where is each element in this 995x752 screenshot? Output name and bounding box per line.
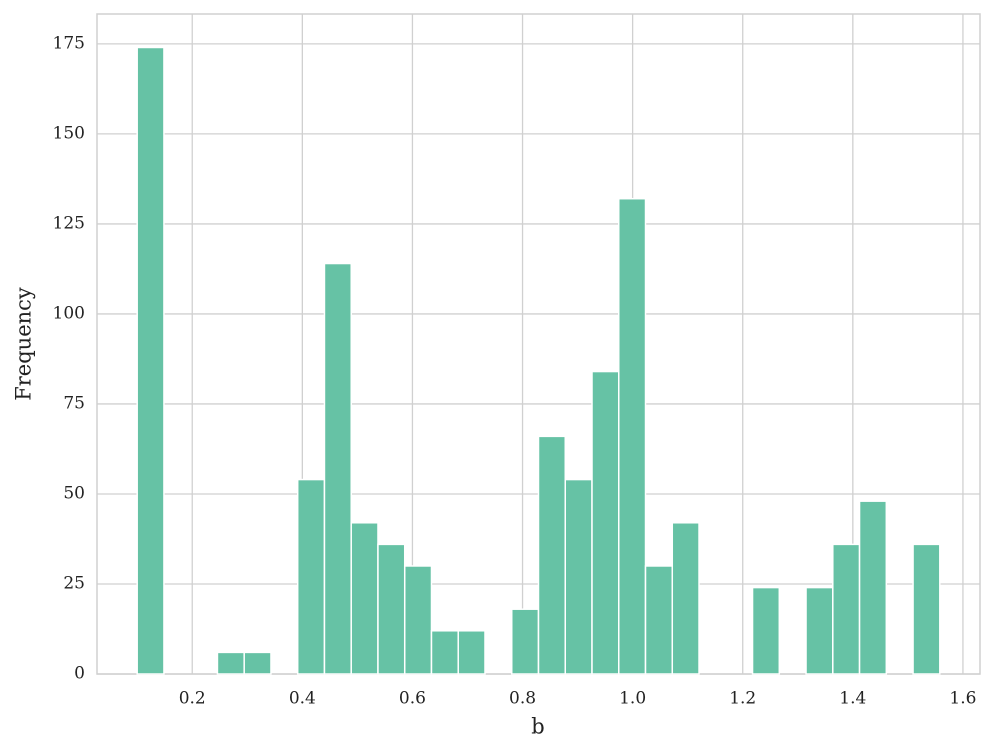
bar bbox=[832, 543, 861, 675]
y-tick-label: 175 bbox=[53, 33, 85, 53]
bar bbox=[296, 478, 326, 675]
bar bbox=[216, 651, 245, 675]
y-tick-label: 25 bbox=[63, 573, 85, 593]
bar bbox=[858, 500, 888, 675]
bar bbox=[377, 543, 406, 675]
bar bbox=[136, 46, 165, 675]
bar bbox=[671, 522, 700, 675]
bar bbox=[564, 478, 593, 675]
bar bbox=[430, 630, 459, 675]
x-tick-label: 1.6 bbox=[949, 689, 976, 709]
bar bbox=[350, 522, 379, 675]
x-tick-label: 1.0 bbox=[619, 689, 646, 709]
bar bbox=[510, 608, 540, 675]
bar bbox=[912, 543, 941, 675]
bar bbox=[618, 197, 647, 675]
x-tick-label: 0.6 bbox=[399, 689, 426, 709]
y-tick-label: 150 bbox=[53, 123, 85, 143]
x-tick-label: 1.2 bbox=[729, 689, 756, 709]
bar bbox=[243, 651, 272, 675]
x-tick-label: 0.4 bbox=[289, 689, 316, 709]
bar bbox=[537, 435, 567, 675]
bar bbox=[751, 586, 781, 675]
x-tick-label: 1.4 bbox=[839, 689, 866, 709]
bar bbox=[644, 565, 674, 675]
bar bbox=[403, 565, 433, 675]
bar bbox=[457, 630, 486, 675]
x-tick-label: 0.8 bbox=[509, 689, 536, 709]
bar bbox=[591, 370, 620, 675]
bar bbox=[323, 262, 352, 675]
y-axis-title: Frequency bbox=[12, 287, 36, 401]
y-tick-label: 50 bbox=[63, 483, 85, 503]
y-tick-label: 0 bbox=[74, 664, 85, 684]
y-tick-label: 75 bbox=[63, 393, 85, 413]
y-tick-label: 100 bbox=[53, 303, 85, 323]
bar bbox=[805, 586, 834, 675]
x-axis-title: b bbox=[531, 715, 544, 739]
x-tick-label: 0.2 bbox=[179, 689, 206, 709]
y-tick-label: 125 bbox=[53, 213, 85, 233]
